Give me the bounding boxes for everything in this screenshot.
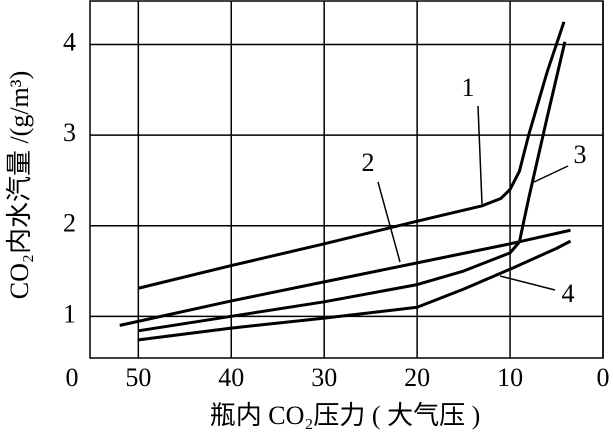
- y-axis-label: CO₂内水汽量 /(g/m³): [5, 71, 34, 299]
- leader-line: [477, 105, 483, 205]
- data-line: [137, 21, 566, 290]
- x-tick-label: 40: [218, 363, 244, 392]
- series-label: 3: [574, 140, 587, 169]
- origin-label: 0: [66, 363, 79, 392]
- data-line: [138, 41, 567, 333]
- y-tick-label: 2: [63, 209, 76, 238]
- x-tick-label: 30: [311, 363, 337, 392]
- series-label: 4: [562, 279, 575, 308]
- x-axis-label: 瓶内 CO₂压力 ( 大气压 ): [210, 401, 481, 430]
- data-line: [138, 239, 572, 342]
- leader-line: [499, 275, 556, 291]
- y-tick-label: 4: [63, 27, 76, 56]
- x-tick-label: 50: [125, 363, 151, 392]
- series-label: 1: [462, 73, 475, 102]
- series-label: 2: [362, 148, 375, 177]
- x-tick-label: 20: [404, 363, 430, 392]
- y-tick-label: 3: [63, 118, 76, 147]
- plot-frame: [89, 0, 604, 359]
- leader-line: [377, 181, 401, 263]
- x-tick-label: 0: [597, 363, 610, 392]
- y-tick-label: 1: [63, 299, 76, 328]
- x-tick-label: 10: [497, 363, 523, 392]
- leader-line: [533, 165, 569, 183]
